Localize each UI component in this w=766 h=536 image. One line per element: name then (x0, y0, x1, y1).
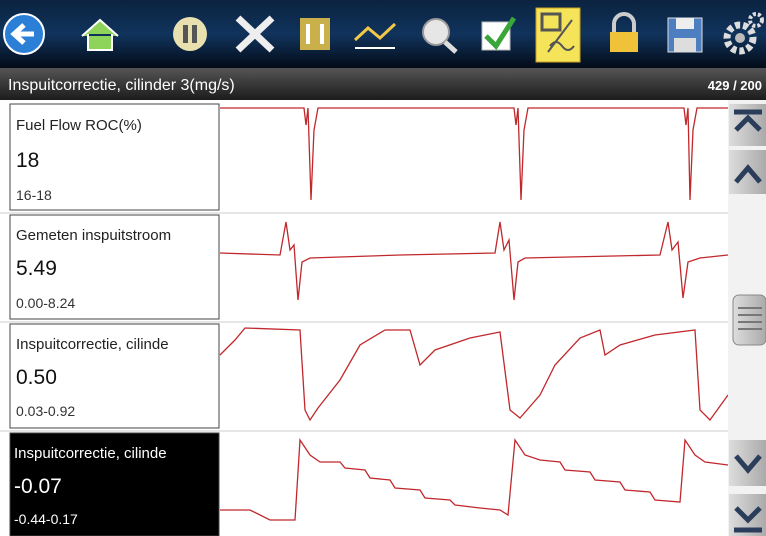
scroll-thumb[interactable] (732, 294, 766, 346)
scroll-bottom-button[interactable] (729, 494, 766, 536)
panel-selected[interactable]: Inspuitcorrectie, cilinde -0.07 -0.44-0.… (9, 432, 220, 536)
scroll-down-button[interactable] (729, 440, 766, 486)
scrollbar (728, 100, 766, 536)
panel-name: Inspuitcorrectie, cilinde (16, 336, 169, 353)
header-title: Inspuitcorrectie, cilinder 3(mg/s) (8, 77, 235, 94)
panel-range: 0.03-0.92 (16, 403, 75, 419)
panel[interactable]: Inspuitcorrectie, cilinde 0.50 0.03-0.92 (9, 323, 220, 429)
panel-value: 18 (16, 149, 39, 172)
waveform (219, 327, 729, 422)
graph-button[interactable] (353, 22, 397, 49)
back-button[interactable] (3, 13, 45, 55)
zoom-button[interactable] (422, 18, 458, 54)
record-button[interactable] (535, 7, 581, 63)
pause-button[interactable] (173, 17, 207, 51)
home-button[interactable] (81, 18, 119, 51)
header-bar (0, 68, 766, 100)
sort-button[interactable] (300, 18, 330, 50)
header-counter: 429 / 200 (708, 78, 762, 93)
select-button[interactable] (481, 16, 517, 51)
scroll-up-button[interactable] (729, 150, 766, 194)
panel-name: Fuel Flow ROC(%) (16, 117, 142, 134)
panel-name: Gemeten inspuitstroom (16, 227, 171, 244)
scroll-top-button[interactable] (729, 104, 766, 146)
panel[interactable]: Gemeten inspuitstroom 5.49 0.00-8.24 (9, 214, 220, 320)
waveform (220, 107, 728, 201)
panel-value: 5.49 (16, 257, 57, 280)
panel[interactable]: Fuel Flow ROC(%) 18 16-18 (9, 103, 220, 211)
clear-button[interactable] (235, 15, 275, 53)
panel-range: 16-18 (16, 187, 52, 203)
save-button[interactable] (667, 17, 703, 53)
panel-range: -0.44-0.17 (14, 511, 78, 527)
panel-value: 0.50 (16, 366, 57, 389)
panel-value: -0.07 (14, 475, 62, 498)
settings-button[interactable] (723, 12, 764, 55)
panel-name: Inspuitcorrectie, cilinde (14, 445, 167, 462)
toolbar (0, 0, 766, 68)
waveform (219, 221, 729, 301)
waveform (220, 438, 729, 521)
lock-button[interactable] (610, 12, 638, 52)
graphs (0, 107, 729, 521)
panel-range: 0.00-8.24 (16, 295, 75, 311)
